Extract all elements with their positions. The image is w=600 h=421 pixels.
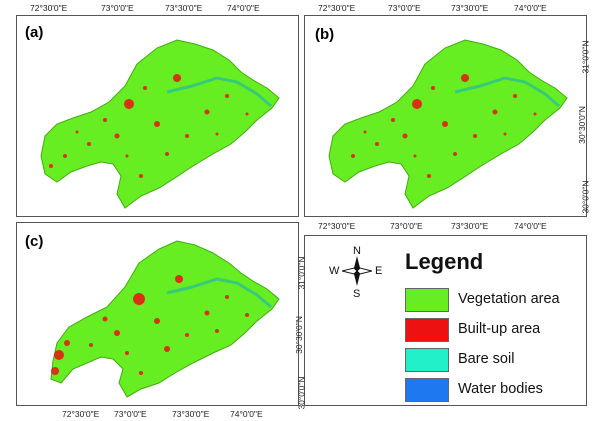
legend-label-bare-soil: Bare soil (458, 351, 515, 367)
legend-panel: 31°0'0"N 30°30'0"N 30°0'0"N N S W E Lege… (294, 235, 587, 410)
panel-label-a: (a) (25, 24, 44, 41)
mid-tick-4: 74°0'0"E (514, 221, 547, 231)
map-panel-a: (a) (16, 15, 299, 217)
top-tick-8: 74°0'0"E (514, 3, 547, 13)
compass-w: W (329, 265, 340, 277)
top-tick-3: 73°30'0"E (165, 3, 203, 13)
legend-label-vegetation: Vegetation area (458, 291, 560, 307)
river-b (454, 76, 560, 108)
top-tick-5: 72°30'0"E (318, 3, 356, 13)
river-a (166, 76, 272, 108)
lat-tick-legend-1: 31°0'0"N (296, 256, 307, 290)
lat-tick-c-1: 31°0'0"N (0, 250, 2, 283)
lat-tick-a-3: 30°0'0"N (0, 182, 2, 215)
bottom-tick-1: 72°30'0"E (62, 409, 100, 419)
mid-tick-2: 73°0'0"E (390, 221, 423, 231)
top-tick-2: 73°0'0"E (101, 3, 134, 13)
top-tick-6: 73°0'0"E (388, 3, 421, 13)
lat-tick-b-3: 30°0'0"N (580, 180, 591, 214)
map-b (328, 39, 568, 209)
top-tick-1: 72°30'0"E (30, 3, 68, 13)
lat-tick-legend-2: 30°30'0"N (293, 316, 304, 354)
legend-swatch-vegetation (405, 288, 449, 312)
region-c (50, 240, 280, 398)
top-tick-7: 73°30'0"E (451, 3, 489, 13)
map-c (50, 240, 280, 398)
legend-swatch-water (405, 378, 449, 402)
legend-label-built-up: Built-up area (458, 321, 541, 337)
lat-tick-c-3: 30°0'0"N (0, 382, 2, 415)
compass-n: N (353, 245, 361, 257)
legend-title: Legend (405, 249, 484, 274)
lat-tick-b-1: 31°0'0"N (580, 40, 591, 74)
river-c (166, 277, 272, 309)
compass-rose-icon (342, 256, 372, 286)
bottom-tick-2: 73°0'0"E (114, 409, 147, 419)
lat-tick-legend-3: 30°0'0"N (296, 376, 307, 410)
lat-tick-b-2: 30°30'0"N (576, 106, 587, 144)
map-panel-c: (c) (16, 222, 299, 406)
bottom-tick-3: 73°30'0"E (172, 409, 210, 419)
legend-swatch-built-up (405, 318, 449, 342)
map-a (40, 39, 280, 209)
compass-e: E (375, 265, 383, 277)
panel-label-c: (c) (25, 233, 44, 250)
legend-swatch-bare-soil (405, 348, 449, 372)
bottom-tick-4: 74°0'0"E (230, 409, 263, 419)
compass-s: S (353, 288, 361, 300)
panel-label-b: (b) (315, 26, 335, 43)
mid-tick-1: 72°30'0"E (318, 221, 356, 231)
top-tick-4: 74°0'0"E (227, 3, 260, 13)
mid-tick-3: 73°30'0"E (451, 221, 489, 231)
map-panel-b: (b) (304, 15, 587, 217)
lat-tick-a-1: 31°0'0"N (0, 46, 2, 79)
legend-label-water: Water bodies (458, 381, 543, 397)
